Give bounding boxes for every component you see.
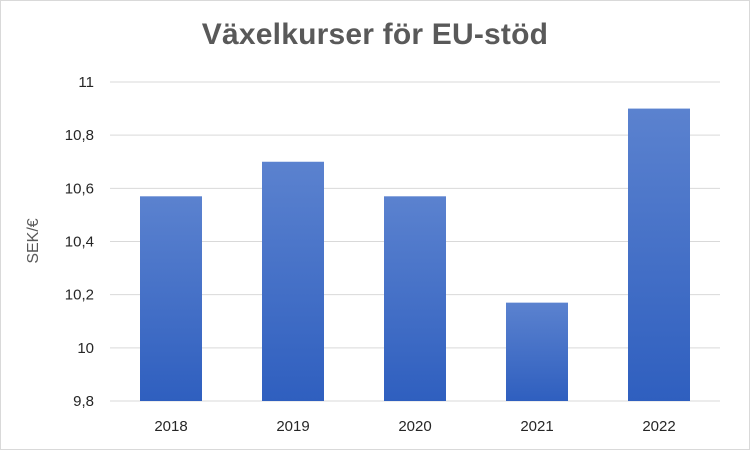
x-tick-label: 2020 xyxy=(398,418,431,435)
y-tick-label: 10,2 xyxy=(65,287,94,304)
y-axis-ticks: 9,8 10 10,2 10,4 10,6 10,8 11 xyxy=(65,74,94,410)
y-tick-label: 11 xyxy=(78,74,94,91)
x-tick-label: 2019 xyxy=(276,418,309,435)
y-tick-label: 10,6 xyxy=(65,180,94,197)
bars xyxy=(140,108,690,401)
y-tick-label: 10 xyxy=(77,340,94,357)
x-tick-label: 2021 xyxy=(520,418,553,435)
x-tick-label: 2018 xyxy=(154,418,187,435)
x-tick-label: 2022 xyxy=(642,418,675,435)
bar-2019 xyxy=(262,161,324,401)
x-axis-ticks: 2018 2019 2020 2021 2022 xyxy=(154,418,675,435)
bar-2018 xyxy=(140,196,202,401)
bar-2020 xyxy=(384,196,446,401)
y-tick-label: 10,8 xyxy=(65,127,94,144)
y-tick-label: 10,4 xyxy=(65,234,94,251)
chart-title: Växelkurser för EU-stöd xyxy=(201,18,549,51)
y-tick-label: 9,8 xyxy=(73,393,94,410)
bar-2022 xyxy=(628,108,690,401)
bar-2021 xyxy=(506,302,568,401)
